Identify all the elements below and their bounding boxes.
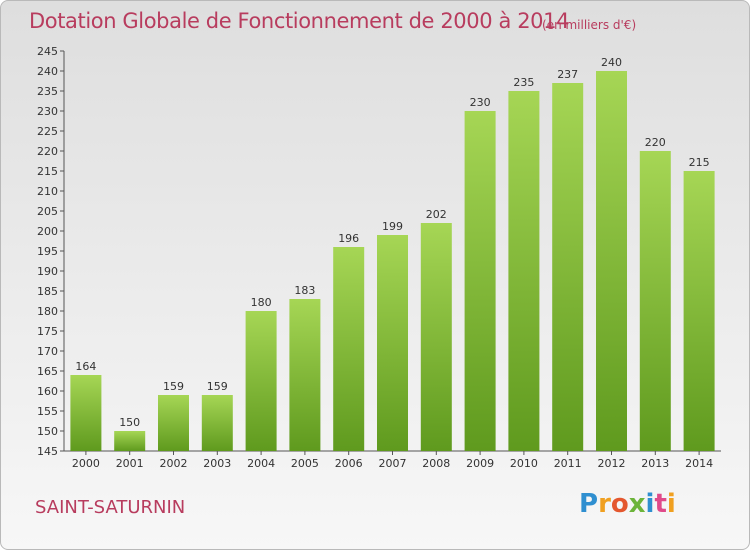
bar-2004 <box>245 311 277 451</box>
value-label-2007: 199 <box>382 220 403 233</box>
chart-bars <box>70 71 715 451</box>
bar-2011 <box>552 83 584 451</box>
logo-letter: t <box>654 489 667 519</box>
logo-letter: i <box>666 489 676 519</box>
x-tick-label: 2010 <box>510 457 538 470</box>
chart-value-labels: 164 150 159 159 180 183 196 199 202 230 235 237 240 2… <box>75 56 709 429</box>
bar-2003 <box>201 395 233 451</box>
bar-2006 <box>333 247 365 451</box>
y-tick-label: 175 <box>37 325 58 338</box>
y-tick-label: 145 <box>37 445 58 458</box>
y-tick-label: 195 <box>37 245 58 258</box>
y-tick-label: 215 <box>37 165 58 178</box>
bar-2001 <box>114 431 146 451</box>
y-tick-label: 225 <box>37 125 58 138</box>
commune-name: SAINT-SATURNIN <box>35 497 186 518</box>
y-tick-label: 200 <box>37 225 58 238</box>
logo-letter: P <box>579 489 599 519</box>
x-tick-label: 2013 <box>641 457 669 470</box>
x-tick-label: 2007 <box>379 457 407 470</box>
bar-2000 <box>70 375 102 451</box>
bar-2002 <box>158 395 189 451</box>
chart-title: Dotation Globale de Fonctionnement de 20… <box>29 9 570 33</box>
x-tick-label: 2006 <box>335 457 363 470</box>
bar-2013 <box>639 151 671 451</box>
bar-2012 <box>596 71 627 451</box>
value-label-2009: 230 <box>470 96 491 109</box>
value-label-2002: 159 <box>163 380 184 393</box>
x-tick-label: 2004 <box>247 457 275 470</box>
bar-2007 <box>377 235 408 451</box>
y-tick-label: 230 <box>37 105 58 118</box>
x-tick-label: 2012 <box>598 457 626 470</box>
value-label-2000: 164 <box>75 360 96 373</box>
y-tick-label: 210 <box>37 185 58 198</box>
value-label-2003: 159 <box>207 380 228 393</box>
x-tick-label: 2014 <box>685 457 713 470</box>
y-tick-label: 170 <box>37 345 58 358</box>
value-label-2001: 150 <box>119 416 140 429</box>
y-tick-label: 155 <box>37 405 58 418</box>
bar-2005 <box>289 299 321 451</box>
chart-unit: (en milliers d'€) <box>542 18 637 32</box>
chart-axes: 145 150 155 160 165 170 175 180 185 190 195 200 205 2… <box>37 45 721 470</box>
y-tick-label: 205 <box>37 205 58 218</box>
y-tick-label: 150 <box>37 425 58 438</box>
y-tick-label: 185 <box>37 285 58 298</box>
value-label-2004: 180 <box>251 296 272 309</box>
bar-2008 <box>420 223 452 451</box>
y-tick-label: 160 <box>37 385 58 398</box>
x-tick-label: 2005 <box>291 457 319 470</box>
bar-2009 <box>464 111 496 451</box>
value-label-2008: 202 <box>426 208 447 221</box>
logo-letter: x <box>628 489 646 519</box>
x-tick-label: 2000 <box>72 457 100 470</box>
y-tick-label: 220 <box>37 145 58 158</box>
x-tick-label: 2003 <box>203 457 231 470</box>
logo-letter: r <box>598 489 611 519</box>
y-tick-label: 235 <box>37 85 58 98</box>
y-tick-label: 165 <box>37 365 58 378</box>
value-label-2013: 220 <box>645 136 666 149</box>
y-tick-label: 180 <box>37 305 58 318</box>
bar-2010 <box>508 91 540 451</box>
x-tick-label: 2011 <box>554 457 582 470</box>
y-tick-label: 240 <box>37 65 58 78</box>
x-tick-label: 2002 <box>160 457 188 470</box>
value-label-2006: 196 <box>338 232 359 245</box>
value-label-2012: 240 <box>601 56 622 69</box>
bar-2014 <box>683 171 715 451</box>
value-label-2014: 215 <box>689 156 710 169</box>
y-tick-label: 245 <box>37 45 58 58</box>
value-label-2010: 235 <box>513 76 534 89</box>
value-label-2005: 183 <box>294 284 315 297</box>
logo-letter: i <box>645 489 655 519</box>
x-tick-label: 2001 <box>116 457 144 470</box>
proxiti-logo[interactable]: Proxiti <box>579 489 676 519</box>
x-tick-label: 2009 <box>466 457 494 470</box>
logo-letter: o <box>610 489 629 519</box>
value-label-2011: 237 <box>557 68 578 81</box>
y-tick-label: 190 <box>37 265 58 278</box>
x-tick-label: 2008 <box>422 457 450 470</box>
